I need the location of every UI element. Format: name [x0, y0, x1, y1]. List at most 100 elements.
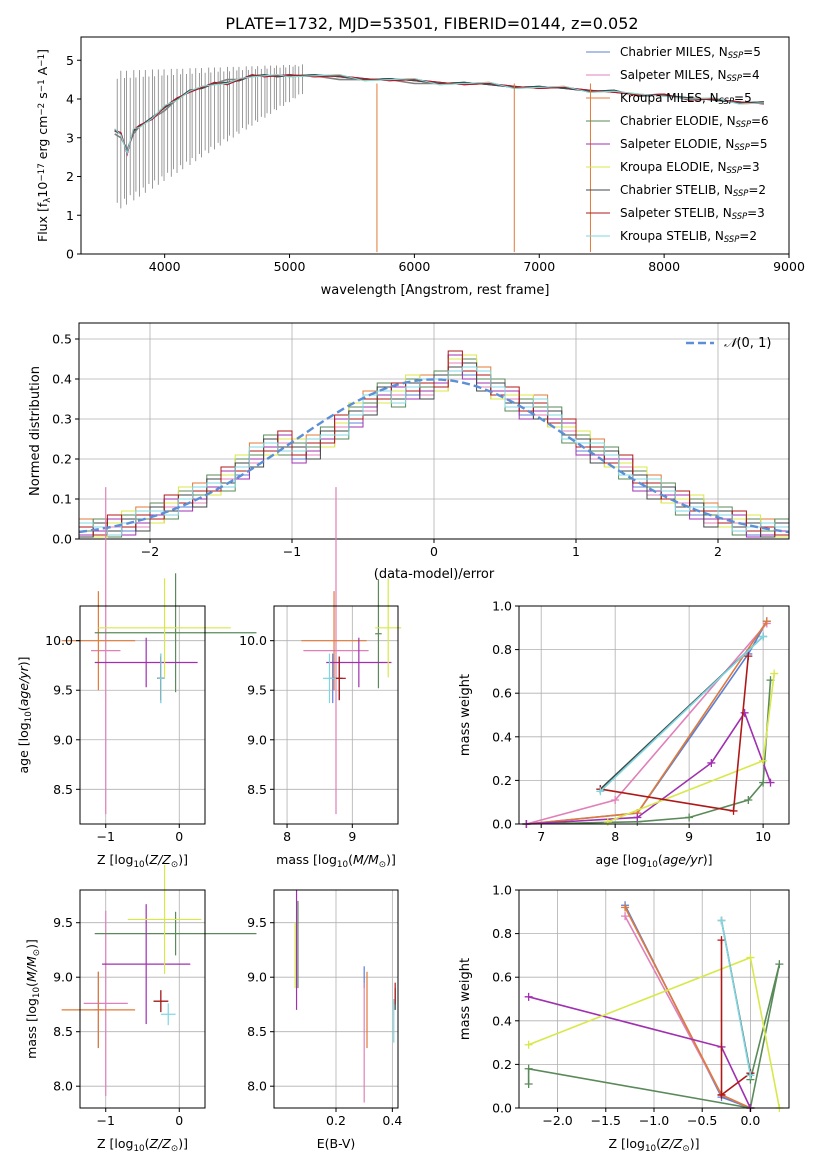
spectrum-noise — [116, 64, 303, 209]
errorbar-point — [375, 578, 402, 678]
plus-marker — [524, 1080, 533, 1089]
frame: 7 8 9 10 0.0 0.2 0.4 0.6 0.8 1.0 mass weight age [l… — [458, 599, 790, 870]
y-tick-label: 0.2 — [492, 773, 512, 788]
x-tick-label: 6000 — [398, 259, 430, 274]
errorbar-point — [83, 910, 128, 1097]
y-tick-label: 0.1 — [52, 492, 72, 507]
frame: 8 9 8.5 9.0 9.5 10.0 mass [log10(M/M⊙)] — [239, 605, 399, 870]
y-axis-label: Flux [fλ10−17 erg cm−2 s−1 A−1] — [35, 49, 53, 242]
spectrum-model-line — [114, 74, 765, 156]
legend-entry: Chabrier MILES, NSSP=5 — [620, 45, 761, 60]
plus-marker — [740, 708, 749, 717]
errorbar-point — [98, 578, 231, 678]
x-axis-label: wavelength [Angstrom, rest frame] — [321, 283, 550, 298]
y-tick-label: 0.0 — [492, 1101, 512, 1116]
axes-frame — [518, 605, 790, 825]
y-tick-label: 9.5 — [247, 915, 267, 930]
plot-area-age_vs_mass — [301, 487, 402, 815]
axes-frame — [79, 605, 206, 825]
y-tick-label: 0.2 — [492, 1057, 512, 1072]
weight-line — [599, 635, 764, 792]
plus-marker — [524, 1040, 533, 1049]
frame: 4000 5000 6000 7000 8000 9000 0 1 2 3 4 5 wavelength… — [35, 36, 805, 298]
figure-title: PLATE=1732, MJD=53501, FIBERID=0144, z=0… — [225, 14, 638, 33]
plots-layer: 4000 5000 6000 7000 8000 9000012345wavelength… — [16, 36, 805, 1154]
plus-marker — [775, 960, 784, 969]
y-tick-label: 10.0 — [45, 633, 73, 648]
errorbar-point — [91, 487, 121, 815]
legend-entry: Chabrier STELIB, NSSP=2 — [620, 183, 766, 198]
y-tick-label: 10.0 — [239, 633, 267, 648]
weight-line — [526, 620, 768, 825]
y-tick-label: 1 — [66, 208, 74, 223]
x-tick-label: 4000 — [149, 259, 181, 274]
frame: −1 0 8.0 8.5 9.0 9.5 mass [log10(M/M⊙)] Z [log1… — [24, 889, 206, 1154]
plot-area-massweight_vs_age — [522, 617, 779, 828]
plot-area-mass_vs_ebv — [294, 890, 396, 1103]
y-tick-label: 0.4 — [492, 729, 512, 744]
x-tick-label: 0.0 — [740, 1113, 760, 1128]
plus-marker — [746, 1071, 755, 1080]
x-tick-label: 0.4 — [382, 1113, 402, 1128]
plus-marker — [717, 916, 726, 925]
x-tick-label: 0 — [430, 544, 438, 559]
y-tick-label: 0.8 — [492, 926, 512, 941]
plus-marker — [621, 903, 630, 912]
errorbar-point — [160, 1003, 176, 1026]
plus-marker — [759, 756, 768, 765]
weight-line — [624, 907, 751, 1109]
legend: Chabrier MILES, NSSP=5 Salpeter MILES, NS… — [586, 45, 769, 244]
legend-entry: 𝒩(0, 1) — [724, 336, 771, 351]
y-tick-label: 9.5 — [53, 915, 73, 930]
legend-entry: Salpeter MILES, NSSP=4 — [620, 68, 760, 83]
x-tick-label: −2.0 — [542, 1113, 572, 1128]
frame: −1 0 8.5 9.0 9.5 10.0 age [log10(age/yr)] Z [lo… — [16, 605, 206, 870]
errorbar-point — [61, 591, 136, 691]
x-tick-label: 8 — [611, 829, 619, 844]
errorbar-point — [326, 637, 392, 688]
y-axis-label: mass weight — [458, 674, 473, 756]
x-axis-label: Z [log10(Z/Z⊙)] — [97, 852, 188, 870]
x-tick-label: −0.5 — [687, 1113, 717, 1128]
y-tick-label: 0.4 — [492, 1013, 512, 1028]
axes-age_vs_Z: −1 0 8.5 9.0 9.5 10.0 age [log10(age/yr)] Z [lo… — [16, 487, 257, 870]
axes-residuals: −2 −1 0 1 2 0.0 0.1 0.2 0.3 0.4 0.5 (data-model)/er… — [28, 322, 790, 582]
y-tick-label: 8.5 — [247, 1024, 267, 1039]
y-axis-label: mass weight — [458, 958, 473, 1040]
weight-line — [720, 920, 752, 1076]
errorbar-point — [102, 904, 191, 1025]
x-tick-label: −1 — [283, 544, 301, 559]
y-tick-label: 9.0 — [247, 732, 267, 747]
axes-age_vs_mass: 8 9 8.5 9.0 9.5 10.0 mass [log10(M/M⊙)] — [239, 487, 402, 870]
x-tick-label: −1 — [97, 829, 115, 844]
x-tick-label: −1.0 — [639, 1113, 669, 1128]
y-tick-label: 8.5 — [53, 782, 73, 797]
plus-marker — [707, 758, 716, 767]
legend-entry: Kroupa MILES, NSSP=5 — [620, 91, 752, 106]
y-tick-label: 0.5 — [52, 332, 72, 347]
x-tick-label: 10 — [755, 829, 771, 844]
histogram-step — [78, 350, 789, 539]
y-tick-label: 0.8 — [492, 642, 512, 657]
series-line — [603, 669, 779, 826]
y-tick-label: 8.5 — [247, 782, 267, 797]
plot-area-mass_vs_Z — [61, 864, 257, 1097]
y-tick-label: 0.4 — [52, 372, 72, 387]
plus-marker — [717, 1090, 726, 1099]
y-tick-label: 9.0 — [53, 970, 73, 985]
weight-line — [526, 620, 768, 825]
y-tick-label: 0.0 — [52, 532, 72, 547]
frame: 0.2 0.4 8.0 8.5 9.0 9.5 E(B-V) — [247, 889, 402, 1151]
plus-marker — [611, 796, 620, 805]
y-tick-label: 3 — [66, 130, 74, 145]
x-tick-label: −1 — [97, 1113, 115, 1128]
series-line — [717, 936, 755, 1099]
normal-reference-curve — [78, 378, 790, 534]
weight-line — [526, 622, 768, 825]
frame: −2.0 −1.5 −1.0 −0.5 0.0 0.0 0.2 0.4 0.6 0.8 1.0 mas… — [458, 883, 790, 1154]
x-axis-label: (data-model)/error — [374, 567, 495, 582]
legend-entry: Salpeter ELODIE, NSSP=5 — [620, 137, 768, 152]
y-axis-label: mass [log10(M/M⊙)] — [24, 939, 42, 1059]
x-tick-label: 9 — [348, 829, 356, 844]
x-tick-label: −2 — [141, 544, 159, 559]
